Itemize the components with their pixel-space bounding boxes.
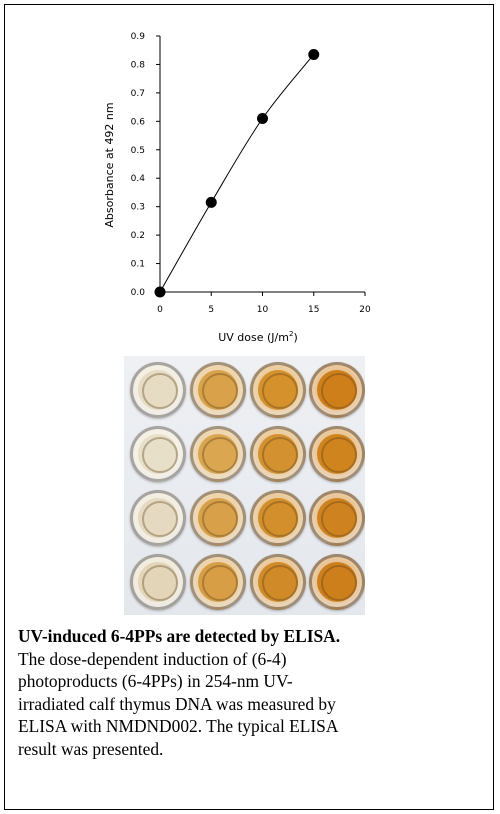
x-axis-label: UV dose (J/m2) [218, 330, 298, 344]
plate-well [130, 490, 186, 546]
plate-well [250, 554, 306, 610]
plate-well [130, 554, 186, 610]
y-tick-label: 0.8 [131, 60, 146, 70]
series-line [159, 54, 315, 293]
x-tick-label: 20 [359, 305, 371, 315]
y-tick-label: 0.9 [131, 32, 146, 42]
data-point [205, 196, 217, 208]
caption-line-1: The dose-dependent induction of (6-4) [18, 648, 287, 669]
plate-well [309, 426, 365, 482]
plate-well [190, 490, 246, 546]
caption-line-4: ELISA with NMDND002. The typical ELISA [18, 716, 339, 736]
data-point [308, 48, 320, 60]
y-tick-label: 0.3 [131, 203, 145, 213]
plate-well [250, 426, 306, 482]
plate-well [309, 554, 365, 610]
caption-line-3: irradiated calf thymus DNA was measured … [18, 693, 336, 714]
caption-line-5: result was presented. [18, 738, 164, 759]
y-tick-label: 0.1 [131, 260, 145, 270]
x-tick-label: 5 [208, 305, 214, 315]
x-tick-label: 10 [257, 305, 269, 315]
data-point [257, 112, 268, 124]
y-tick-label: 0.5 [131, 146, 145, 156]
y-tick-label: 0.7 [131, 89, 145, 99]
caption-line-2: photoproducts (6-4PPs) in 254-nm UV- [18, 671, 293, 691]
x-tick-label: 15 [308, 305, 319, 315]
plate-well [190, 426, 246, 482]
y-tick-label: 0.2 [131, 231, 145, 241]
data-point [154, 286, 166, 298]
plate-well [250, 362, 306, 418]
plate-well [130, 426, 186, 482]
absorbance-chart: 0 5 10 15 20 0.0 0.1 0.2 0.3 0.4 0.5 0.6 0.7 0.8 0.9 A… [103, 32, 371, 344]
plate-well [250, 490, 306, 546]
y-axis-label: Absorbance at 492 nm [103, 102, 116, 227]
caption-title: UV-induced 6-4PPs are detected by ELISA. [18, 626, 341, 646]
plate-well [309, 362, 365, 418]
plate-well [190, 362, 246, 418]
y-tick-label: 0.6 [131, 117, 146, 127]
plate-well [190, 554, 246, 610]
elisa-plate-photo [124, 356, 365, 615]
chart-ticks: 0 5 10 15 20 0.0 0.1 0.2 0.3 0.4 0.5 0.6 0.7 0.8 0.9 [131, 32, 371, 315]
plate-well [130, 362, 186, 418]
figure-caption: UV-induced 6-4PPs are detected by ELISA.… [18, 625, 484, 760]
y-tick-label: 0.0 [131, 288, 146, 298]
y-tick-label: 0.4 [131, 174, 146, 184]
plate-well [309, 490, 365, 546]
chart-axes [159, 36, 365, 293]
chart-series [154, 48, 320, 298]
x-tick-label: 0 [157, 305, 163, 315]
